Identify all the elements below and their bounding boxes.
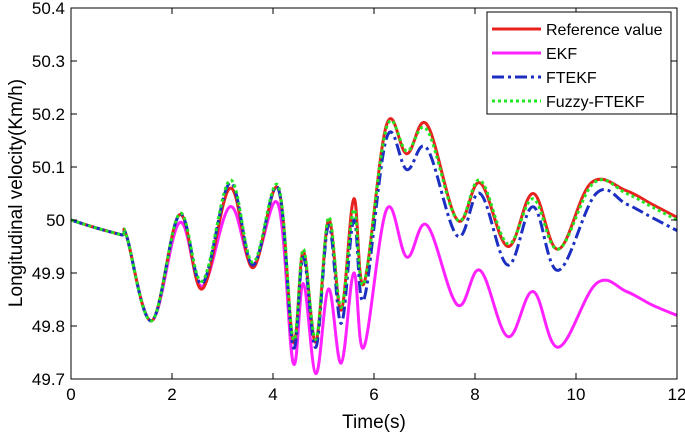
legend-label-fuzzy-ftekf: Fuzzy-FTEKF bbox=[546, 94, 645, 111]
y-tick-label: 50.1 bbox=[32, 158, 65, 177]
x-axis-title: Time(s) bbox=[342, 412, 406, 433]
x-tick-label: 10 bbox=[567, 385, 586, 404]
legend-label-ekf: EKF bbox=[546, 46, 577, 63]
x-tick-label: 2 bbox=[167, 385, 176, 404]
y-tick-label: 50.4 bbox=[32, 0, 65, 18]
y-axis-title: Longitudinal velocity(Km/h) bbox=[6, 79, 27, 307]
legend-label-ftekf: FTEKF bbox=[546, 70, 597, 87]
x-tick-label: 0 bbox=[66, 385, 75, 404]
y-tick-label: 50 bbox=[46, 211, 65, 230]
series-layer bbox=[70, 117, 678, 376]
y-tick-label: 50.3 bbox=[32, 52, 65, 71]
series-line-ekf bbox=[70, 200, 678, 376]
x-tick-label: 4 bbox=[268, 385, 277, 404]
legend-label-reference: Reference value bbox=[546, 22, 663, 39]
y-tick-label: 50.2 bbox=[32, 105, 65, 124]
x-tick-label: 6 bbox=[369, 385, 378, 404]
ticks-layer: 0 2 4 6 8 10 12 49.7 49.8 49.9 50 50.1 50.2 50.3 50.4 bbox=[32, 0, 685, 404]
y-tick-label: 49.7 bbox=[32, 370, 65, 389]
x-tick-label: 12 bbox=[668, 385, 685, 404]
legend: Reference value EKF FTEKF Fuzzy-FTEKF bbox=[486, 11, 672, 115]
y-tick-label: 49.9 bbox=[32, 264, 65, 283]
x-tick-label: 8 bbox=[470, 385, 479, 404]
y-tick-label: 49.8 bbox=[32, 317, 65, 336]
